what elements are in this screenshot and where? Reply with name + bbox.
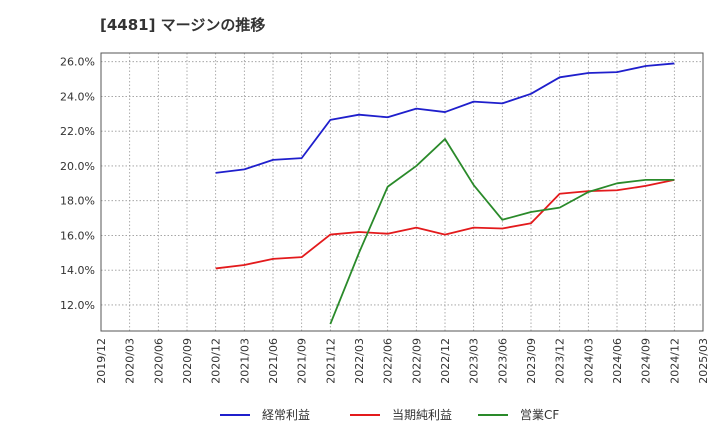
plot-frame [100,52,704,332]
x-tick-label: 2022/09 [410,338,423,384]
y-tick-label: 26.0% [60,56,95,69]
y-tick-label: 22.0% [60,125,95,138]
x-tick-label: 2022/12 [439,338,452,384]
x-tick-label: 2021/09 [296,338,309,384]
legend-label: 営業CF [520,408,559,422]
x-tick-label: 2021/03 [238,338,251,384]
x-axis-ticks: 2019/12 2020/03 2020/06 2020/09 2020/12 2021/… [95,338,710,384]
x-tick-label: 2023/03 [468,338,481,384]
y-tick-label: 12.0% [60,299,95,312]
x-tick-label: 2022/03 [353,338,366,384]
legend-label: 当期純利益 [392,408,452,422]
x-tick-label: 2025/03 [697,338,710,384]
y-tick-label: 16.0% [60,229,95,242]
x-tick-label: 2020/09 [181,338,194,384]
series-line [215,178,675,270]
x-tick-label: 2021/12 [324,338,337,384]
y-tick-label: 20.0% [60,160,95,173]
legend: 経常利益 当期純利益 営業CF [220,408,559,422]
chart-title: [4481] マージンの推移 [100,16,266,34]
grid [100,53,704,331]
x-tick-label: 2024/12 [668,338,681,384]
series-line [215,62,675,174]
x-tick-label: 2020/12 [210,338,223,384]
y-tick-label: 14.0% [60,264,95,277]
series-lines [215,62,675,325]
x-tick-label: 2021/06 [267,338,280,384]
x-tick-label: 2022/06 [382,338,395,384]
x-tick-label: 2024/03 [582,338,595,384]
x-tick-label: 2020/03 [124,338,137,384]
y-tick-label: 18.0% [60,195,95,208]
x-tick-label: 2019/12 [95,338,108,384]
y-tick-label: 24.0% [60,90,95,103]
series-line [329,138,675,325]
y-axis-ticks: 12.0% 14.0% 16.0% 18.0% 20.0% 22.0% 24.0% 26.0% [60,56,95,312]
x-tick-label: 2023/12 [554,338,567,384]
legend-label: 経常利益 [262,408,310,422]
x-tick-label: 2023/06 [496,338,509,384]
x-tick-label: 2024/06 [611,338,624,384]
x-tick-label: 2024/09 [640,338,653,384]
x-tick-label: 2023/09 [525,338,538,384]
x-tick-label: 2020/06 [152,338,165,384]
